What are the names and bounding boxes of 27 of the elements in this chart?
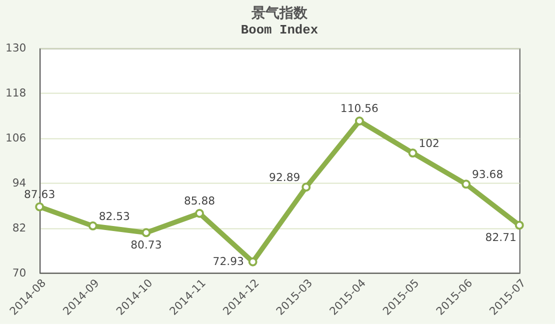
y-tick-label: 118 [5,86,26,100]
chart-subtitle: Boom Index [240,22,318,38]
data-label: 92.89 [269,171,300,184]
point [248,257,258,266]
point [142,228,151,238]
point [195,208,204,218]
data-label: 93.68 [472,168,504,182]
data-label: 102 [418,137,440,150]
point [514,220,524,230]
point [35,202,44,212]
point [88,221,98,230]
point [462,180,471,189]
y-tick-label: 70 [12,266,26,280]
data-label: 85.88 [184,194,216,208]
y-tick-label: 106 [5,132,26,145]
chart-title: 景气指数 [250,6,308,22]
data-label: 72.93 [212,254,244,268]
point [408,148,418,158]
y-tick-label: 94 [12,176,26,190]
data-label: 82.53 [98,210,130,223]
point [354,116,364,126]
point [302,182,311,192]
data-label: 110.56 [340,102,379,116]
y-tick-label: 130 [5,42,26,55]
data-label: 82.71 [485,231,516,244]
y-tick-label: 82 [12,221,26,234]
data-label: 80.73 [130,238,162,252]
